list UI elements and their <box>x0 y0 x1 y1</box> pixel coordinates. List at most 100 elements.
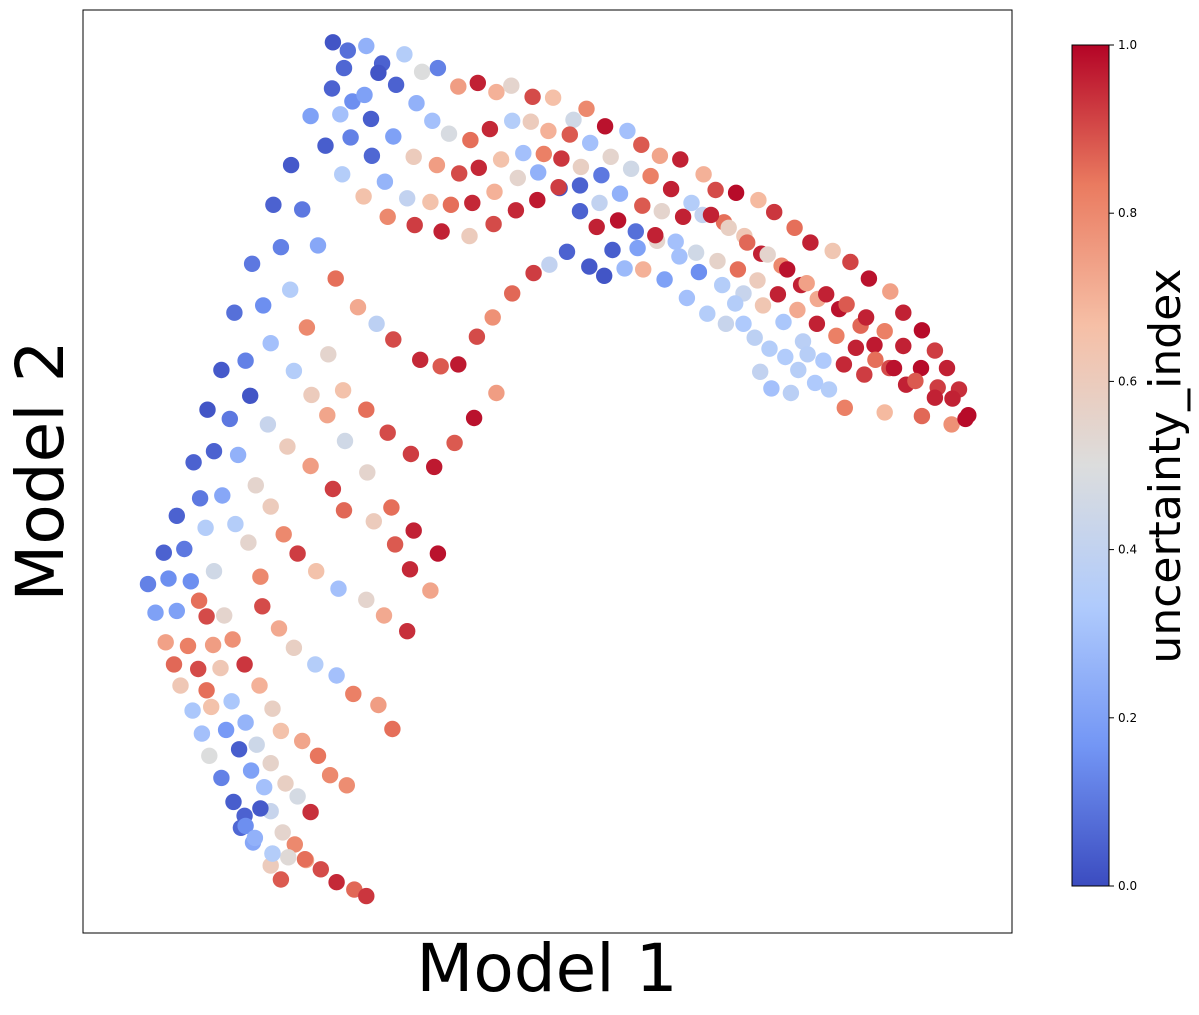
scatter-point <box>424 112 441 129</box>
scatter-point <box>782 384 800 402</box>
scatter-point <box>216 607 233 624</box>
colorbar-tick-label: 0.0 <box>1118 879 1137 893</box>
scatter-point <box>808 315 826 332</box>
scatter-point <box>224 631 241 648</box>
colorbar-tick-label: 1.0 <box>1118 38 1137 52</box>
scatter-point <box>282 281 299 298</box>
points-layer <box>139 34 977 905</box>
scatter-point <box>440 125 458 142</box>
scatter-point <box>561 126 578 143</box>
scatter-point <box>379 208 396 225</box>
scatter-point <box>622 160 640 177</box>
scatter-point <box>358 401 375 418</box>
scatter-point <box>223 693 240 710</box>
scatter-point <box>714 276 731 294</box>
scatter-point <box>820 381 838 398</box>
scatter-point <box>339 42 356 59</box>
scatter-point <box>802 234 819 251</box>
scatter-point <box>285 362 303 380</box>
scatter-point <box>442 196 460 213</box>
scatter-point <box>294 732 311 750</box>
scatter-point <box>446 434 463 452</box>
scatter-point <box>406 216 423 234</box>
scatter-point <box>230 741 248 758</box>
scatter-point <box>885 359 903 377</box>
scatter-point <box>750 191 767 209</box>
scatter-point <box>957 410 974 428</box>
scatter-point <box>565 111 582 128</box>
scatter-point <box>895 337 912 355</box>
scatter-point <box>465 409 483 427</box>
scatter-point <box>168 507 185 524</box>
scatter-point <box>786 219 803 236</box>
scatter-point <box>451 165 468 182</box>
scatter-point <box>190 592 208 609</box>
scatter-point <box>358 37 375 55</box>
scatter-point <box>504 285 521 302</box>
scatter-point <box>604 241 621 259</box>
scatter-point <box>336 432 354 450</box>
scatter-point <box>709 252 726 270</box>
scatter-point <box>926 342 944 359</box>
scatter-point <box>330 580 347 597</box>
scatter-point <box>426 458 443 476</box>
scatter-point <box>190 660 207 678</box>
scatter-point <box>794 333 812 350</box>
scatter-point <box>558 243 576 260</box>
colorbar: 0.0 0.2 0.4 0.6 0.8 1.0 uncertainty_index <box>1071 38 1191 893</box>
scatter-point <box>298 319 316 336</box>
scatter-point <box>363 147 381 164</box>
scatter-point <box>176 540 193 558</box>
scatter-point <box>530 164 547 181</box>
scatter-point <box>242 387 259 404</box>
scatter-point <box>619 122 636 140</box>
scatter-point <box>201 747 218 764</box>
scatter-point <box>376 173 394 190</box>
y-axis-label: Model 2 <box>2 340 79 601</box>
scatter-point <box>328 667 345 684</box>
scatter-point <box>358 887 375 905</box>
scatter-point <box>160 570 177 587</box>
scatter-point <box>912 359 930 377</box>
scatter-point <box>866 336 883 354</box>
scatter-point <box>913 322 931 339</box>
scatter-point <box>229 446 247 464</box>
scatter-point <box>172 677 189 694</box>
scatter-point <box>488 384 505 402</box>
scatter-point <box>647 227 664 244</box>
scatter-point <box>653 203 670 220</box>
scatter-point <box>198 682 215 699</box>
scatter-point <box>265 196 282 213</box>
scatter-point <box>375 607 393 624</box>
scatter-point <box>289 545 306 562</box>
scatter-point <box>370 64 387 82</box>
colorbar-tick-label: 0.4 <box>1118 543 1137 557</box>
scatter-point <box>272 239 290 256</box>
scatter-point <box>746 329 763 346</box>
scatter-point <box>356 86 373 104</box>
scatter-point <box>616 260 633 277</box>
scatter-point <box>515 144 532 162</box>
scatter-point <box>302 803 319 821</box>
scatter-point <box>184 702 201 719</box>
scatter-point <box>702 206 720 224</box>
scatter-point <box>571 177 589 194</box>
colorbar-ticks: 0.0 0.2 0.4 0.6 0.8 1.0 <box>1109 38 1137 893</box>
scatter-point <box>256 779 273 796</box>
scatter-point <box>629 239 646 257</box>
scatter-point <box>412 351 429 368</box>
scatter-point <box>578 100 595 118</box>
colorbar-tick-label: 0.2 <box>1118 711 1137 725</box>
scatter-point <box>876 404 893 421</box>
scatter-point <box>752 363 769 380</box>
scatter-point <box>699 305 716 322</box>
scatter-point <box>571 203 589 220</box>
scatter-point <box>205 563 223 580</box>
scatter-point <box>289 788 306 805</box>
scatter-point <box>179 637 197 655</box>
scatter-point <box>262 755 279 772</box>
scatter-point <box>385 331 402 348</box>
scatter-point <box>248 736 265 753</box>
scatter-point <box>213 361 230 379</box>
scatter-point <box>237 817 254 835</box>
